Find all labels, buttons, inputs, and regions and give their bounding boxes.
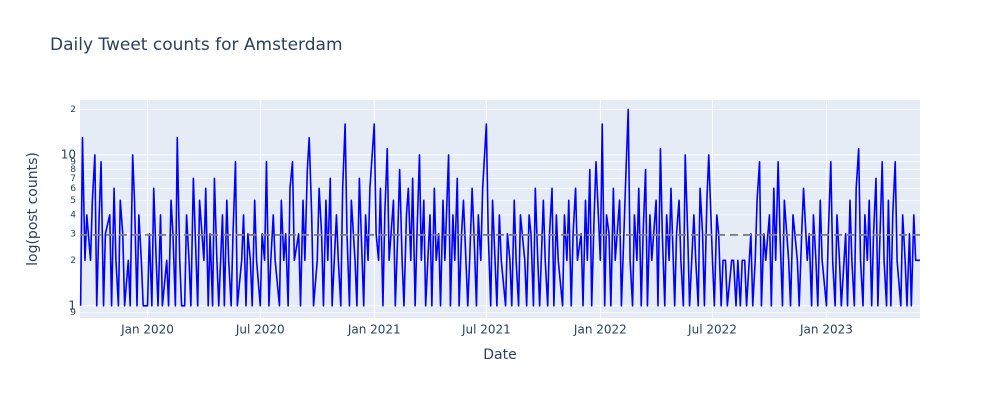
y-tick-label: 9 bbox=[70, 157, 76, 167]
y-tick-label: 8 bbox=[70, 165, 76, 175]
y-tick-label: 2 bbox=[70, 256, 76, 266]
y-tick-label: 7 bbox=[70, 174, 76, 184]
y-tick-label: 9 bbox=[70, 308, 76, 318]
y-tick-label: 2 bbox=[70, 105, 76, 115]
x-tick-label: Jul 2020 bbox=[235, 323, 285, 337]
x-tick-label: Jan 2021 bbox=[347, 323, 401, 337]
x-tick-label: Jan 2022 bbox=[573, 323, 627, 337]
y-tick-label: 3 bbox=[70, 229, 76, 239]
y-tick-label: 5 bbox=[70, 196, 76, 206]
x-tick-label: Jan 2020 bbox=[120, 323, 174, 337]
data-line bbox=[79, 108, 920, 307]
y-tick-label: 4 bbox=[70, 210, 76, 220]
y-tick-label: 10 bbox=[61, 147, 76, 161]
x-tick-label: Jul 2022 bbox=[687, 323, 737, 337]
x-axis-title: Date bbox=[483, 347, 516, 363]
y-tick-label: 1 bbox=[68, 298, 76, 312]
x-tick-label: Jan 2023 bbox=[799, 323, 853, 337]
y-tick-label: 6 bbox=[70, 184, 76, 194]
chart-title: Daily Tweet counts for Amsterdam bbox=[50, 35, 343, 55]
y-axis-title: log(post counts) bbox=[25, 152, 41, 266]
x-tick-label: Jul 2021 bbox=[461, 323, 511, 337]
